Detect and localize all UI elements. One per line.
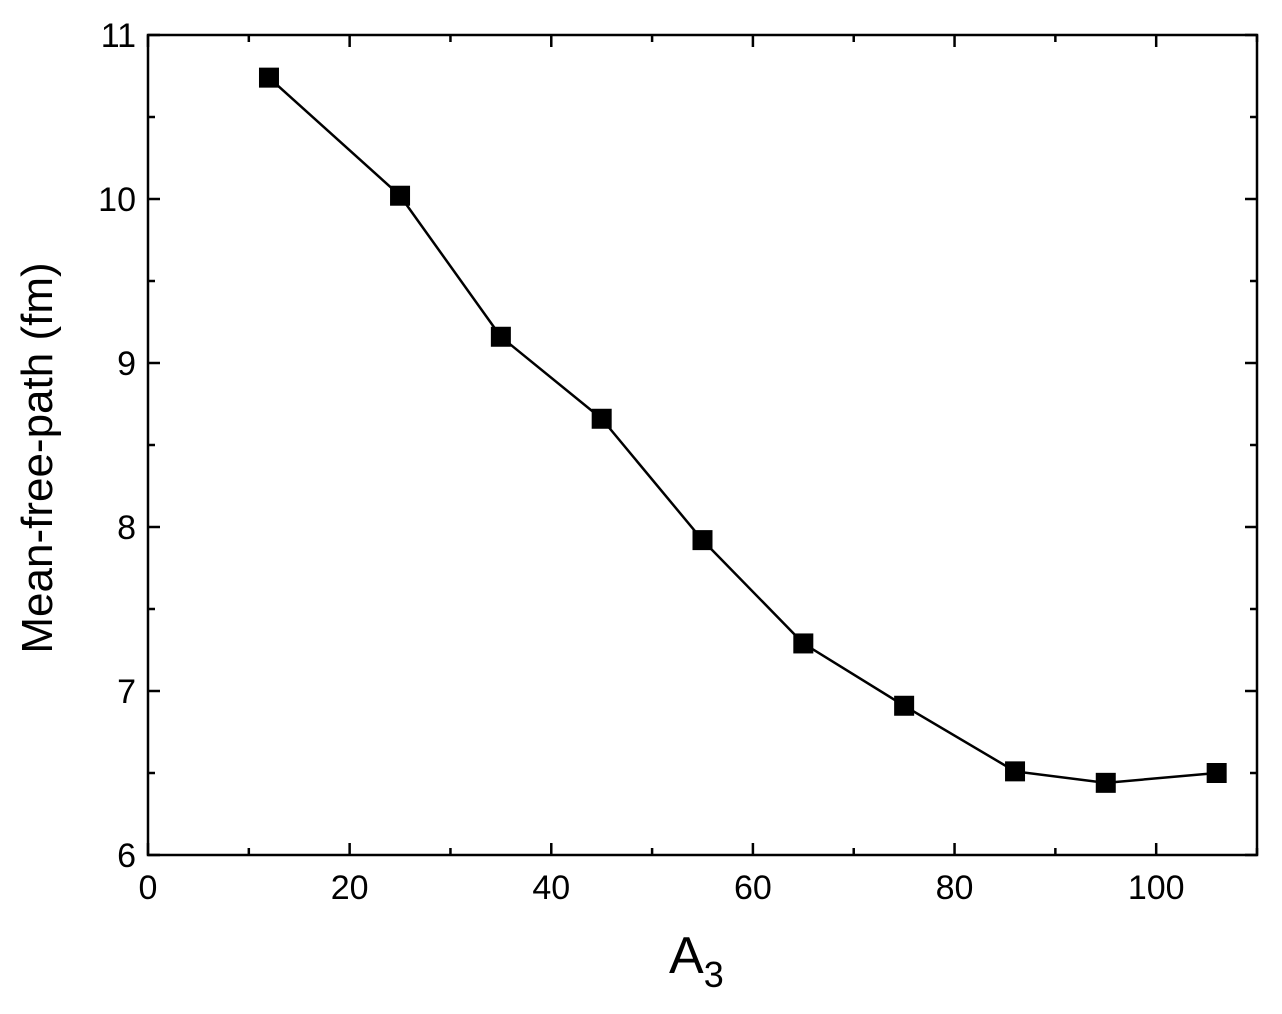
data-point-marker xyxy=(1206,763,1227,783)
x-tick-label: 80 xyxy=(936,869,974,907)
x-axis-title: A3 xyxy=(669,927,724,995)
data-point-marker xyxy=(390,185,411,206)
y-tick-label: 8 xyxy=(117,509,136,547)
series-line xyxy=(268,76,1217,785)
x-axis-title-subscript: 3 xyxy=(704,954,724,995)
x-axis-title-main: A xyxy=(669,927,704,985)
data-point-marker xyxy=(1095,772,1116,793)
y-tick-labels: 6 7 8 9 10 11 xyxy=(98,17,136,875)
major-ticks xyxy=(146,33,1257,857)
x-tick-labels: 0 20 40 60 80 100 xyxy=(139,869,1185,907)
y-tick-label: 7 xyxy=(117,673,136,711)
y-tick-label: 6 xyxy=(117,837,136,875)
data-point-marker xyxy=(1005,761,1026,782)
y-tick-label: 10 xyxy=(98,181,136,219)
series-layer xyxy=(258,67,1227,793)
data-point-marker xyxy=(894,695,915,716)
plot-frame xyxy=(146,33,1259,857)
x-tick-label: 0 xyxy=(139,869,158,907)
x-tick-label: 60 xyxy=(734,869,772,907)
x-tick-label: 100 xyxy=(1128,869,1185,907)
data-point-marker xyxy=(490,326,511,347)
data-point-marker xyxy=(692,530,713,551)
data-point-marker xyxy=(591,408,612,429)
x-tick-label: 40 xyxy=(532,869,570,907)
y-tick-label: 11 xyxy=(101,17,136,55)
y-tick-label: 9 xyxy=(117,345,136,383)
data-point-marker xyxy=(258,67,279,88)
minor-ticks xyxy=(148,35,1259,855)
x-tick-label: 20 xyxy=(331,869,369,907)
data-point-marker xyxy=(793,633,814,654)
y-axis-title: Mean-free-path (fm) xyxy=(13,262,62,653)
